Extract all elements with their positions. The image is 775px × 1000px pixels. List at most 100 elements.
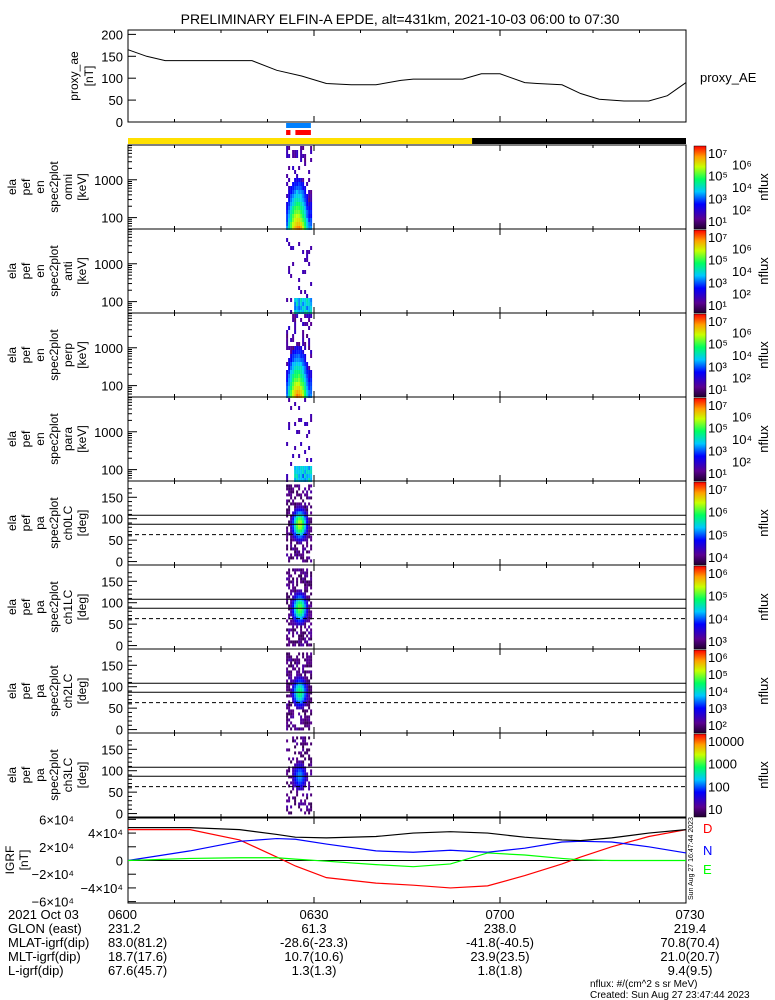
spectrogram-cell xyxy=(290,210,293,214)
spectrogram-cell xyxy=(294,226,297,230)
pa-spectrogram-cell xyxy=(296,736,299,740)
spectrogram-cell xyxy=(310,374,313,378)
pa-spectrogram-cell xyxy=(290,694,293,698)
pa-spectrogram-cell xyxy=(302,559,305,563)
spectrogram-cell xyxy=(296,370,299,374)
pa-spectrogram-cell xyxy=(302,709,305,713)
pa-spectrogram-cell xyxy=(304,607,307,611)
pa-spectrogram-cell xyxy=(310,676,313,680)
pa-spectrogram-cell xyxy=(292,736,295,740)
pa-spectrogram-cell xyxy=(298,601,301,605)
pa-spectrogram-cell xyxy=(294,751,297,755)
pa-spectrogram-cell xyxy=(308,682,311,686)
pa-spectrogram-cell xyxy=(310,664,313,668)
spectrogram-cell xyxy=(296,342,299,346)
pa-spectrogram-cell xyxy=(306,778,309,782)
spectrogram-cell xyxy=(294,198,297,202)
pa-spectrogram-cell xyxy=(294,799,297,803)
pa-spectrogram-cell xyxy=(302,679,305,683)
pa-spectrogram-cell xyxy=(302,577,305,581)
spectrogram-cell xyxy=(298,198,301,202)
spectrogram-cell xyxy=(304,198,307,202)
spectrogram-cell xyxy=(298,190,301,194)
spectrogram-cell xyxy=(310,190,313,194)
pa-spectrogram-cell xyxy=(294,703,297,707)
spectrogram-cell xyxy=(290,354,293,358)
pa-spectrogram-cell xyxy=(304,811,307,815)
spectrogram-cell xyxy=(296,218,299,222)
energy-ylabel-line: pef xyxy=(19,262,33,279)
pa-spectrogram-cell xyxy=(294,622,297,626)
table-cell: 219.4 xyxy=(674,921,707,936)
spectrogram-cell xyxy=(310,354,313,358)
pa-spectrogram-cell xyxy=(304,694,307,698)
pa-spectrogram-cell xyxy=(298,520,301,524)
pa-spectrogram-cell xyxy=(308,616,311,620)
pa-spectrogram-cell xyxy=(298,691,301,695)
pa-spectrogram-cell xyxy=(296,583,299,587)
pa-ylabel-line: ela xyxy=(5,599,19,615)
spectrogram-cell xyxy=(288,226,291,230)
spectrogram-cell xyxy=(286,394,289,398)
pa-spectrogram-cell xyxy=(304,670,307,674)
table-cell: -41.8(-40.5) xyxy=(466,935,534,950)
spectrogram-cell xyxy=(294,386,297,390)
spectrogram-cell xyxy=(292,378,295,382)
pa-spectrogram-cell xyxy=(306,568,309,572)
spectrogram-cell xyxy=(300,178,303,182)
pa-spectrogram-cell xyxy=(302,703,305,707)
y-tick-label: 0 xyxy=(116,723,123,738)
spectrogram-cell xyxy=(304,366,307,370)
pa-spectrogram-cell xyxy=(286,511,289,515)
pa-spectrogram-cell xyxy=(286,781,289,785)
spectrogram-cell xyxy=(294,466,297,470)
pa-spectrogram-cell xyxy=(290,484,293,488)
pa-spectrogram-cell xyxy=(296,661,299,665)
spectrogram-cell xyxy=(306,378,309,382)
colorbar-label: 10⁶ xyxy=(708,566,728,581)
spectrogram-cell xyxy=(292,318,295,322)
pa-spectrogram-cell xyxy=(296,532,299,536)
spectrogram-cell xyxy=(306,470,309,474)
spectrogram-cell xyxy=(306,314,309,318)
spectrogram-cell xyxy=(288,206,291,210)
spectrogram-cell xyxy=(290,310,293,314)
pa-spectrogram-cell xyxy=(300,580,303,584)
spectrogram-cell xyxy=(290,338,293,342)
pa-spectrogram-cell xyxy=(298,700,301,704)
pa-spectrogram-cell xyxy=(288,676,291,680)
pa-spectrogram-cell xyxy=(288,595,291,599)
pa-spectrogram-cell xyxy=(290,622,293,626)
pa-spectrogram-cell xyxy=(310,712,313,716)
spectrogram-cell xyxy=(292,358,295,362)
pa-spectrogram-cell xyxy=(310,652,313,656)
pa-spectrogram-cell xyxy=(310,580,313,584)
pa-spectrogram-ch3LC xyxy=(286,736,313,815)
pa-spectrogram-cell xyxy=(286,658,289,662)
y-tick-label: 150 xyxy=(101,574,123,589)
pa-spectrogram-cell xyxy=(302,667,305,671)
pa-spectrogram-cell xyxy=(298,712,301,716)
pa-spectrogram-cell xyxy=(288,673,291,677)
pa-spectrogram-cell xyxy=(304,799,307,803)
pa-spectrogram-cell xyxy=(288,637,291,641)
pa-spectrogram-cell xyxy=(302,622,305,626)
colorbar-label: 10⁶ xyxy=(708,505,728,520)
pa-spectrogram-cell xyxy=(306,595,309,599)
pa-spectrogram-cell xyxy=(288,811,291,815)
pa-spectrogram-cell xyxy=(296,547,299,551)
pa-spectrogram-cell xyxy=(308,736,311,740)
pa-spectrogram-cell xyxy=(300,502,303,506)
pa-spectrogram-cell xyxy=(292,499,295,503)
pa-spectrogram-cell xyxy=(290,628,293,632)
spectrogram-cell xyxy=(304,154,307,158)
spectrogram-cell xyxy=(290,202,293,206)
spectrogram-cell xyxy=(306,466,309,470)
pa-spectrogram-cell xyxy=(306,604,309,608)
table-row-label: L-igrf(dip) xyxy=(8,963,64,978)
spectrogram-cell xyxy=(292,218,295,222)
spectrogram-cell xyxy=(306,302,309,306)
pa-spectrogram-cell xyxy=(298,679,301,683)
spectrogram-cell xyxy=(296,214,299,218)
spectrogram-cell xyxy=(308,310,311,314)
